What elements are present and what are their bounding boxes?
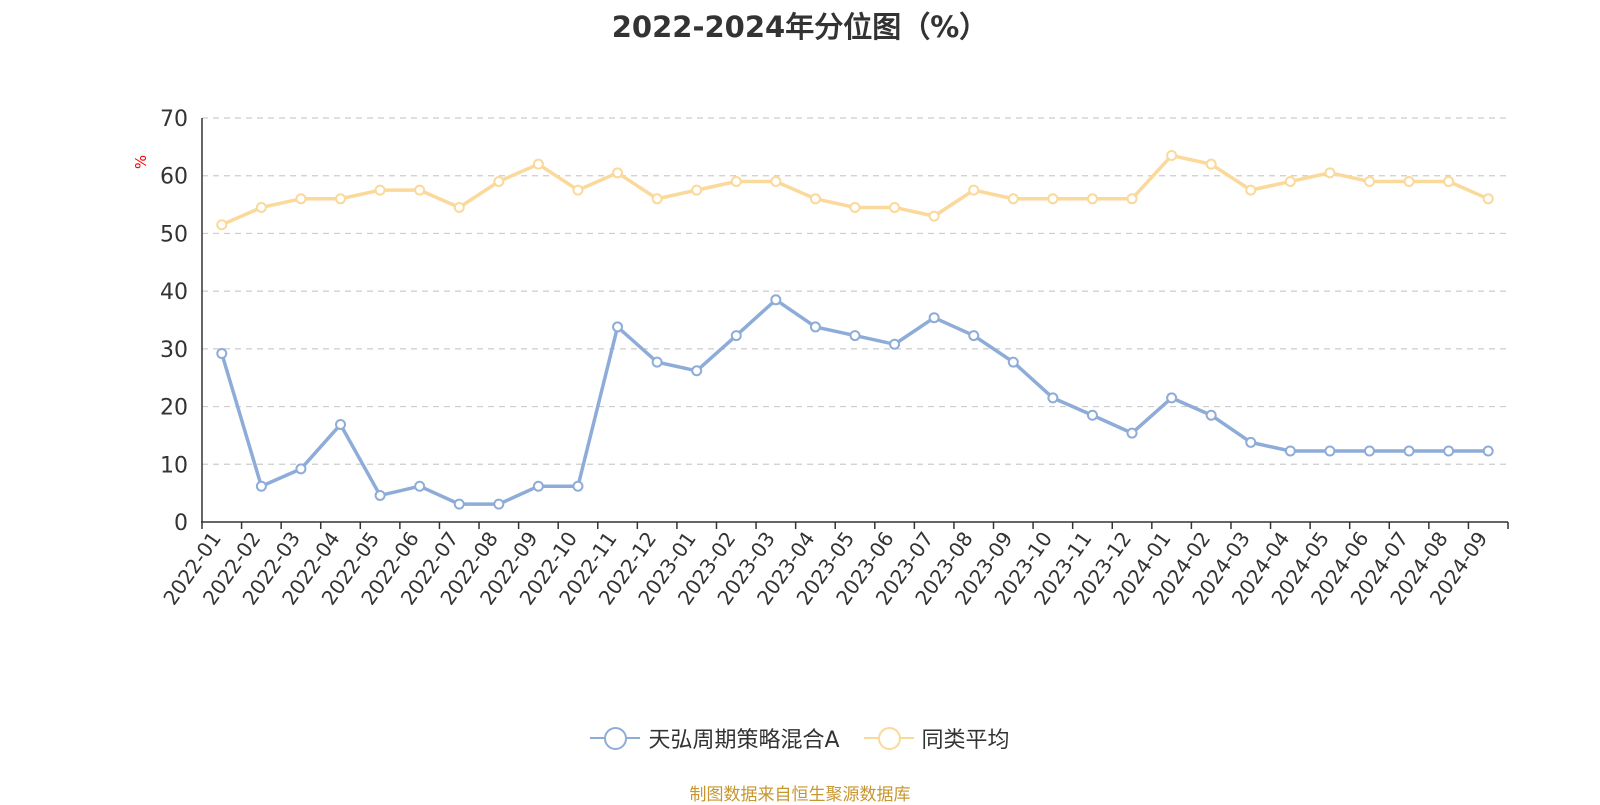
data-point [770,294,782,306]
data-point [216,347,228,359]
data-point [1324,445,1336,457]
legend-average-marker [863,726,914,750]
legend-item-fund[interactable]: 天弘周期策略混合A [590,722,840,754]
data-point [651,193,663,205]
data-point [1245,184,1257,196]
y-tick-label: 60 [160,165,188,190]
data-point [1363,175,1375,187]
data-point [216,219,228,231]
data-point [612,321,624,333]
chart-title: 2022-2024年分位图（%） [611,10,989,44]
data-point [374,489,386,501]
data-point [968,184,980,196]
legend-item-average[interactable]: 同类平均 [863,722,1010,754]
legend-average-label: 同类平均 [921,728,1010,753]
data-point [1047,193,1059,205]
data-point [532,480,544,492]
y-tick-label: 40 [160,280,188,305]
data-point [889,338,901,350]
data-point [1443,175,1455,187]
data-point [255,201,267,213]
data-point [730,175,742,187]
data-point [532,158,544,170]
legend-fund-marker [590,726,641,750]
data-point [612,167,624,179]
y-tick-label: 50 [160,222,188,247]
y-tick-label: 30 [160,338,188,363]
legend-fund-label: 天弘周期策略混合A [648,728,840,753]
data-source-note: 制图数据来自恒生聚源数据库 [689,785,911,805]
data-point [1403,175,1415,187]
data-point [1284,445,1296,457]
data-point [1403,445,1415,457]
data-point [968,330,980,342]
data-point [1324,167,1336,179]
data-point [572,184,584,196]
data-point [255,480,267,492]
data-point [1166,392,1178,404]
data-point [414,480,426,492]
data-point [928,210,940,222]
data-point [493,498,505,510]
data-point [1126,193,1138,205]
data-point [1363,445,1375,457]
data-point [1443,445,1455,457]
data-point [928,312,940,324]
y-tick-label: 20 [160,396,188,421]
data-point [809,321,821,333]
series-line-1 [221,153,1489,227]
data-point [691,365,703,377]
data-point [1205,409,1217,421]
data-point [295,463,307,475]
data-point [572,480,584,492]
data-point [809,193,821,205]
data-point [1245,436,1257,448]
data-point [1047,392,1059,404]
data-point [1126,427,1138,439]
y-axis-label: % [132,155,150,169]
data-point [849,201,861,213]
data-point [1007,356,1019,368]
data-point [770,175,782,187]
data-point [1007,193,1019,205]
data-point [1482,445,1494,457]
data-point [730,330,742,342]
data-point [414,184,426,196]
data-point [849,330,861,342]
legend: 天弘周期策略混合A 同类平均 [0,722,1600,754]
data-point [691,184,703,196]
data-point [453,498,465,510]
y-tick-label: 70 [160,107,188,132]
data-point [453,201,465,213]
data-point [1205,158,1217,170]
data-point [651,356,663,368]
data-point [889,201,901,213]
data-point [1166,150,1178,162]
data-point [335,193,347,205]
data-point [335,418,347,430]
y-tick-label: 0 [174,511,188,536]
data-point [493,175,505,187]
data-point [1284,175,1296,187]
data-point [1086,193,1098,205]
y-tick-label: 10 [160,453,188,478]
data-point [374,184,386,196]
data-point [1086,409,1098,421]
data-point [295,193,307,205]
data-point [1482,193,1494,205]
